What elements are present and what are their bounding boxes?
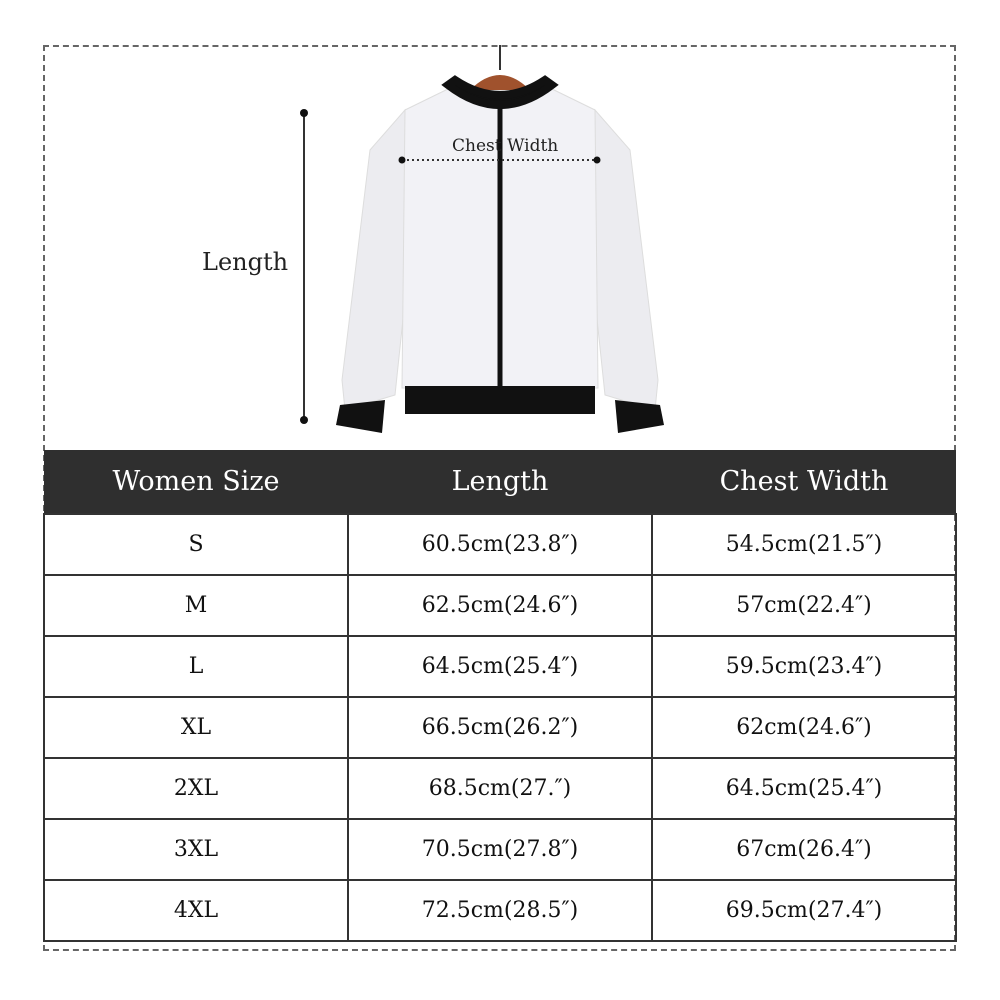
table-row: 4XL 72.5cm(28.5″) 69.5cm(27.4″)	[43, 879, 957, 942]
size-cell: 4XL	[43, 879, 349, 942]
size-cell: XL	[43, 696, 349, 759]
length-cell: 64.5cm(25.4″)	[347, 635, 653, 698]
right-sleeve	[594, 108, 659, 411]
table-row: 2XL 68.5cm(27.″) 64.5cm(25.4″)	[43, 757, 957, 820]
size-cell: M	[43, 574, 349, 637]
length-cell: 68.5cm(27.″)	[347, 757, 653, 820]
hanger-icon	[470, 75, 530, 90]
header-size: Women Size	[44, 450, 348, 514]
length-cell: 62.5cm(24.6″)	[347, 574, 653, 637]
table-row: S 60.5cm(23.8″) 54.5cm(21.5″)	[43, 513, 957, 576]
chest-width-cell: 69.5cm(27.4″)	[651, 879, 957, 942]
table-row: L 64.5cm(25.4″) 59.5cm(23.4″)	[43, 635, 957, 698]
size-cell: S	[43, 513, 349, 576]
left-cuff	[336, 400, 385, 433]
chest-width-cell: 54.5cm(21.5″)	[651, 513, 957, 576]
collar	[441, 75, 559, 109]
left-sleeve	[341, 108, 406, 411]
size-cell: 2XL	[43, 757, 349, 820]
length-cell: 70.5cm(27.8″)	[347, 818, 653, 881]
chest-width-cell: 64.5cm(25.4″)	[651, 757, 957, 820]
length-cell: 66.5cm(26.2″)	[347, 696, 653, 759]
jacket-illustration	[300, 45, 664, 433]
chest-width-cell: 62cm(24.6″)	[651, 696, 957, 759]
length-cell: 60.5cm(23.8″)	[347, 513, 653, 576]
size-cell: 3XL	[43, 818, 349, 881]
length-label: Length	[202, 248, 289, 276]
chest-width-cell: 57cm(22.4″)	[651, 574, 957, 637]
length-cell: 72.5cm(28.5″)	[347, 879, 653, 942]
table-row: XL 66.5cm(26.2″) 62cm(24.6″)	[43, 696, 957, 759]
table-row: 3XL 70.5cm(27.8″) 67cm(26.4″)	[43, 818, 957, 881]
chest-width-cell: 67cm(26.4″)	[651, 818, 957, 881]
size-table: Women Size Length Chest Width S 60.5cm(23…	[43, 450, 957, 942]
header-length: Length	[348, 450, 652, 514]
header-row: Women Size Length Chest Width	[44, 450, 956, 514]
right-cuff	[615, 400, 664, 433]
chest-width-cell: 59.5cm(23.4″)	[651, 635, 957, 698]
table-row: M 62.5cm(24.6″) 57cm(22.4″)	[43, 574, 957, 637]
chest-width-label: Chest Width	[452, 136, 559, 156]
size-cell: L	[43, 635, 349, 698]
header-chest-width: Chest Width	[652, 450, 956, 514]
